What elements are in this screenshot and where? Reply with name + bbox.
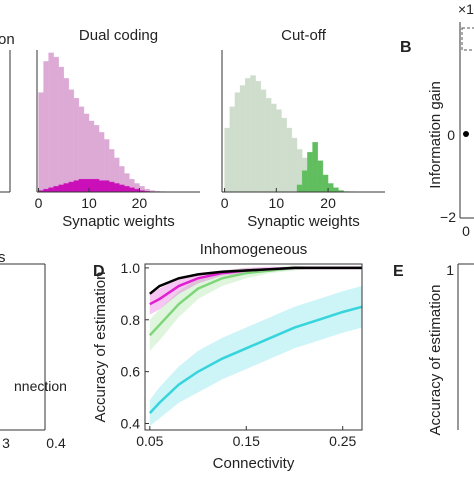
bar bbox=[307, 152, 312, 192]
bar bbox=[297, 185, 302, 192]
bar bbox=[39, 93, 44, 192]
bar bbox=[124, 186, 129, 192]
bar bbox=[318, 161, 323, 192]
x-tick-label: 0 bbox=[462, 223, 470, 239]
bar bbox=[328, 183, 333, 192]
y-tick-label: 0.8 bbox=[121, 312, 141, 328]
y-tick-label: 0.6 bbox=[121, 364, 141, 380]
y-tick-label: 0 bbox=[447, 127, 455, 143]
fragment-marker bbox=[463, 131, 469, 137]
x-tick-label: 0.15 bbox=[233, 433, 260, 449]
x-tick-label: 10 bbox=[81, 195, 97, 211]
bar bbox=[79, 179, 84, 192]
bar bbox=[49, 188, 54, 192]
bar bbox=[74, 181, 79, 192]
x-tick-label: 3 bbox=[2, 435, 10, 451]
x-tick-label: 20 bbox=[132, 195, 148, 211]
bar bbox=[235, 93, 240, 192]
bar bbox=[261, 90, 266, 192]
chart-title: Cut-off bbox=[281, 27, 327, 44]
bar bbox=[256, 81, 261, 192]
y-tick-label: 0.4 bbox=[121, 416, 141, 432]
y-tick-label: 1.0 bbox=[121, 260, 141, 276]
x-axis-label: Synaptic weights bbox=[62, 213, 175, 230]
bar bbox=[302, 171, 307, 192]
y-axis-label: Accuracy of estimation bbox=[92, 272, 109, 423]
x-tick-label: 0 bbox=[35, 195, 43, 211]
bar bbox=[282, 118, 287, 192]
bar bbox=[69, 90, 74, 192]
bar bbox=[119, 185, 124, 192]
bar bbox=[245, 78, 250, 192]
bar bbox=[64, 183, 69, 192]
bar bbox=[109, 182, 114, 192]
bar bbox=[104, 181, 109, 192]
legend-text: nnection bbox=[14, 378, 67, 394]
panel-label: E bbox=[393, 263, 404, 280]
fragment-title: on bbox=[0, 31, 15, 48]
bar bbox=[84, 179, 89, 192]
bar bbox=[59, 67, 64, 192]
x-tick-label: 0.05 bbox=[136, 433, 163, 449]
bar bbox=[313, 142, 318, 192]
y-tick-label: 1 bbox=[446, 262, 454, 278]
bar bbox=[69, 182, 74, 192]
x-tick-label: 10 bbox=[269, 195, 285, 211]
y-tick-label: −2 bbox=[440, 209, 456, 225]
multiplier: ×1 bbox=[458, 1, 474, 17]
bar bbox=[230, 107, 235, 192]
fragment-title: s bbox=[0, 249, 6, 266]
bar bbox=[240, 86, 245, 193]
bar bbox=[54, 57, 59, 192]
bar bbox=[333, 188, 338, 192]
x-axis-label: Synaptic weights bbox=[247, 213, 360, 230]
bar bbox=[54, 186, 59, 192]
x-axis-label: Connectivity bbox=[213, 455, 295, 472]
bar bbox=[94, 179, 99, 192]
bar bbox=[99, 181, 104, 192]
x-tick-label: 0 bbox=[221, 195, 229, 211]
bar bbox=[59, 185, 64, 192]
bar bbox=[89, 179, 94, 192]
y-axis-label: Accuracy of estimation bbox=[427, 285, 444, 436]
x-tick-label: 0.4 bbox=[46, 435, 66, 451]
bar bbox=[225, 128, 230, 192]
panel-label: B bbox=[400, 39, 412, 56]
bar bbox=[129, 188, 134, 192]
bar bbox=[271, 104, 276, 192]
bar bbox=[276, 110, 281, 192]
bar bbox=[74, 98, 79, 192]
bar bbox=[292, 138, 297, 192]
bar bbox=[323, 175, 328, 192]
x-tick-label: 20 bbox=[320, 195, 336, 211]
chart-title: Dual coding bbox=[79, 27, 158, 44]
bar bbox=[266, 98, 271, 192]
chart-title: Inhomogeneous bbox=[200, 241, 308, 258]
bar bbox=[114, 183, 119, 192]
y-axis-label: Information gain bbox=[427, 81, 444, 189]
bar bbox=[44, 61, 49, 192]
bar bbox=[287, 128, 292, 192]
bar bbox=[64, 78, 69, 192]
bar bbox=[49, 53, 54, 192]
bar bbox=[250, 76, 255, 192]
x-tick-label: 0.25 bbox=[329, 433, 356, 449]
